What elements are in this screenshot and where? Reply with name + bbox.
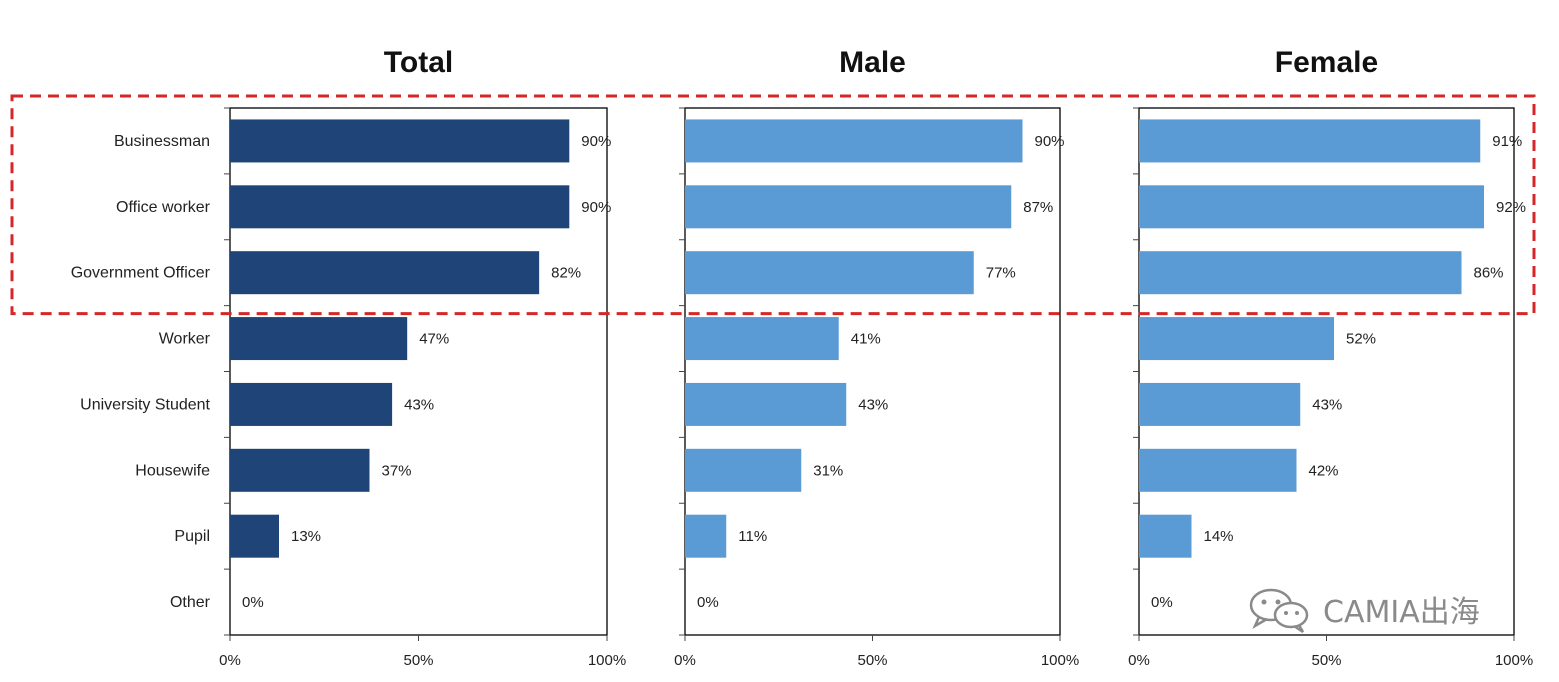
value-label-total-businessman: 90%	[581, 133, 611, 150]
bar-female-university-student	[1139, 382, 1301, 426]
bar-female-worker	[1139, 317, 1334, 361]
bar-female-housewife	[1139, 448, 1297, 492]
value-label-female-pupil: 14%	[1204, 528, 1234, 545]
value-label-male-businessman: 90%	[1035, 133, 1065, 150]
bar-male-pupil	[685, 514, 727, 558]
value-label-female-worker: 52%	[1346, 331, 1376, 348]
bar-total-worker	[230, 317, 408, 361]
panel-title-male: Male	[839, 46, 906, 79]
x-tick-label-male: 50%	[857, 652, 887, 669]
bar-female-office-worker	[1139, 185, 1484, 229]
bar-male-university-student	[685, 382, 847, 426]
x-tick-label-male: 0%	[674, 652, 696, 669]
category-label-university-student: University Student	[80, 396, 210, 413]
value-label-male-office-worker: 87%	[1023, 199, 1053, 216]
value-label-total-pupil: 13%	[291, 528, 321, 545]
value-label-female-housewife: 42%	[1309, 462, 1339, 479]
bar-total-office-worker	[230, 185, 570, 229]
bar-total-businessman	[230, 119, 570, 163]
value-label-male-government-officer: 77%	[986, 265, 1016, 282]
bar-male-housewife	[685, 448, 802, 492]
category-label-office-worker: Office worker	[116, 199, 211, 216]
bar-female-government-officer	[1139, 251, 1462, 295]
value-label-male-housewife: 31%	[813, 462, 843, 479]
category-label-other: Other	[170, 594, 211, 611]
value-label-total-other: 0%	[242, 594, 264, 611]
value-label-total-worker: 47%	[419, 331, 449, 348]
highlight-box	[10, 94, 1536, 316]
x-tick-label-total: 50%	[403, 652, 433, 669]
category-label-worker: Worker	[159, 331, 211, 348]
wechat-icon	[1249, 588, 1309, 634]
watermark-text: CAMIA出海	[1323, 595, 1480, 630]
bar-male-worker	[685, 317, 839, 361]
value-label-male-other: 0%	[697, 594, 719, 611]
bar-female-businessman	[1139, 119, 1481, 163]
value-label-male-university-student: 43%	[858, 396, 888, 413]
value-label-female-office-worker: 92%	[1496, 199, 1526, 216]
bar-total-university-student	[230, 382, 393, 426]
value-label-female-other: 0%	[1151, 594, 1173, 611]
value-label-total-government-officer: 82%	[551, 265, 581, 282]
category-label-government-officer: Government Officer	[71, 265, 211, 282]
bar-male-businessman	[685, 119, 1023, 163]
bar-total-government-officer	[230, 251, 540, 295]
value-label-total-university-student: 43%	[404, 396, 434, 413]
bar-male-office-worker	[685, 185, 1012, 229]
bar-male-government-officer	[685, 251, 974, 295]
x-tick-label-female: 100%	[1495, 652, 1533, 669]
value-label-total-housewife: 37%	[381, 462, 411, 479]
category-label-businessman: Businessman	[114, 133, 210, 150]
watermark: CAMIA出海	[1245, 584, 1480, 634]
x-tick-label-female: 0%	[1128, 652, 1150, 669]
value-label-male-worker: 41%	[851, 331, 881, 348]
bar-female-pupil	[1139, 514, 1192, 558]
x-tick-label-male: 100%	[1041, 652, 1079, 669]
x-tick-label-total: 100%	[588, 652, 626, 669]
value-label-male-pupil: 11%	[738, 528, 767, 545]
panel-title-total: Total	[384, 46, 453, 79]
value-label-female-businessman: 91%	[1492, 133, 1522, 150]
category-label-housewife: Housewife	[135, 462, 210, 479]
value-label-female-government-officer: 86%	[1474, 265, 1504, 282]
panel-title-female: Female	[1275, 46, 1378, 79]
bar-total-pupil	[230, 514, 280, 558]
category-label-pupil: Pupil	[174, 528, 210, 545]
value-label-total-office-worker: 90%	[581, 199, 611, 216]
x-tick-label-female: 50%	[1311, 652, 1341, 669]
bar-total-housewife	[230, 448, 370, 492]
value-label-female-university-student: 43%	[1312, 396, 1342, 413]
x-tick-label-total: 0%	[219, 652, 241, 669]
